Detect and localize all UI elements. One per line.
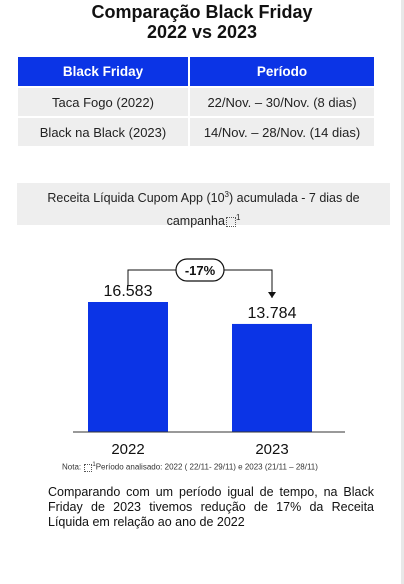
value-label-2023: 13.784 bbox=[248, 305, 297, 322]
table-header-row: Black Friday Período bbox=[18, 57, 374, 87]
note-text: Período analisado: 2022 ( 22/11- 29/11) … bbox=[95, 462, 318, 472]
cell-campaign: Taca Fogo (2022) bbox=[18, 86, 190, 117]
table-row: Black na Black (2023) 14/Nov. – 28/Nov. … bbox=[18, 116, 374, 146]
summary-text: Comparando com um período igual de tempo… bbox=[48, 485, 374, 529]
note-placeholder-icon bbox=[84, 463, 93, 472]
footnote-placeholder-icon bbox=[225, 217, 236, 228]
bar-chart: 16.583 2022 13.784 2023 -17% bbox=[73, 258, 345, 458]
caption-text-after: ) acumulada - 7 dias de campanha bbox=[166, 191, 360, 229]
change-label: -17% bbox=[185, 263, 216, 278]
note-prefix: Nota: bbox=[62, 462, 84, 472]
cell-period: 22/Nov. – 30/Nov. (8 dias) bbox=[189, 86, 374, 117]
caption-superscript: 3 bbox=[224, 190, 229, 199]
change-badge bbox=[175, 258, 225, 282]
header-periodo: Período bbox=[189, 57, 374, 87]
right-edge-frame bbox=[401, 0, 404, 584]
chart-note: Nota: 1Período analisado: 2022 ( 22/11- … bbox=[62, 462, 318, 472]
table-row: Taca Fogo (2022) 22/Nov. – 30/Nov. (8 di… bbox=[18, 86, 374, 117]
bar-2022 bbox=[88, 302, 168, 432]
page-title: Comparação Black Friday bbox=[91, 2, 313, 22]
cell-campaign: Black na Black (2023) bbox=[18, 116, 190, 146]
header-black-friday: Black Friday bbox=[18, 57, 190, 87]
category-label-2022: 2022 bbox=[111, 441, 144, 458]
caption-footnote-mark: 1 bbox=[235, 213, 241, 223]
arrow-down-icon bbox=[268, 291, 276, 298]
cell-period: 14/Nov. – 28/Nov. (14 dias) bbox=[189, 116, 374, 146]
page-subtitle: 2022 vs 2023 bbox=[146, 22, 258, 42]
bar-2023 bbox=[232, 323, 312, 432]
caption-text-before: Receita Líquida Cupom App (10 bbox=[47, 191, 225, 206]
value-label-2022: 16.583 bbox=[104, 283, 153, 300]
category-label-2023: 2023 bbox=[255, 441, 288, 458]
comparison-table: Black Friday Período Taca Fogo (2022) 22… bbox=[18, 57, 374, 146]
note-mark: 1 bbox=[92, 462, 96, 468]
chart-caption: Receita Líquida Cupom App (103) acumulad… bbox=[17, 183, 390, 229]
